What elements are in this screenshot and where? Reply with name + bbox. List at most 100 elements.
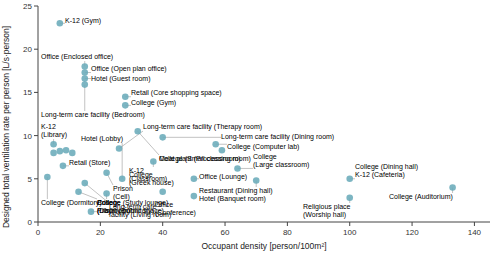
leader-line <box>163 137 221 138</box>
point <box>449 184 456 191</box>
annotation: Office (Lounge) <box>199 173 247 181</box>
annotation: Long-term care facility (Therapy room) <box>143 123 262 131</box>
x-tick-label: 80 <box>283 228 292 237</box>
annotation: Long-term care facility (Bedroom) <box>41 111 145 119</box>
point <box>81 180 88 187</box>
annotation-line: Long-term care facility (Bedroom) <box>41 111 145 119</box>
point <box>346 195 353 202</box>
annotation-line: College (Small classroom) <box>159 155 241 163</box>
y-axis-label: Designed total ventilation rate per pers… <box>1 26 11 228</box>
x-tick-label: 60 <box>221 228 230 237</box>
annotation-line: K-12 <box>41 123 56 130</box>
point <box>119 176 126 183</box>
annotation: College (Dormitory) <box>41 199 102 207</box>
y-tick <box>34 178 38 179</box>
x-tick-label: 100 <box>343 228 357 237</box>
point <box>81 69 88 76</box>
point <box>122 102 129 109</box>
annotation: College(Library public space) <box>97 199 164 215</box>
point <box>81 75 88 82</box>
point <box>346 176 353 183</box>
annotation: K-12(Library) <box>41 123 67 139</box>
annotation-line: Hotel (Guest room) <box>91 75 151 83</box>
y-tick <box>34 49 38 50</box>
annotation-line: (Large classroom) <box>253 161 309 169</box>
y-tick-label: 0 <box>28 218 33 227</box>
y-axis-line <box>38 6 39 222</box>
y-tick-label: 25 <box>23 2 32 11</box>
annotation-line: Retail (Core shopping space) <box>131 89 222 97</box>
annotation: College (Auditorium) <box>389 193 453 201</box>
point <box>150 158 157 165</box>
annotation: College(Greek house) <box>129 171 174 187</box>
x-tick <box>100 222 101 226</box>
annotation: College (Gym) <box>131 99 176 107</box>
point <box>81 63 88 70</box>
annotation-line: Restaurant (Dining hall) <box>199 187 273 195</box>
annotation-line: College (Dining hall) <box>355 163 418 171</box>
annotation: College(Large classroom) <box>253 153 309 169</box>
annotation-line: K-12 (Gym) <box>65 17 101 25</box>
x-tick <box>225 222 226 226</box>
annotation-line: (Library public space) <box>97 207 164 215</box>
annotation-line: Retail (Store) <box>69 159 110 167</box>
annotation-line: Prison <box>113 185 133 192</box>
annotation-line: Meat plant (Processing room) <box>159 155 251 163</box>
point <box>122 93 129 100</box>
y-tick-label: 10 <box>23 132 32 141</box>
annotation-line: College <box>253 153 277 161</box>
chart: 0204060801001201400510152025Occupant den… <box>0 0 500 254</box>
x-tick <box>474 222 475 226</box>
leader-line <box>84 85 85 111</box>
point <box>63 147 70 154</box>
annotation-line: College (Auditorium) <box>389 193 453 201</box>
x-tick-label: 20 <box>96 228 105 237</box>
x-tick <box>412 222 413 226</box>
annotation: College (Computer lab) <box>227 143 299 151</box>
annotation: Hotel (Guest room) <box>91 75 151 83</box>
y-tick <box>34 222 38 223</box>
y-tick <box>34 135 38 136</box>
annotation: Office (Open plan office) <box>91 65 167 73</box>
y-tick-label: 5 <box>28 175 33 184</box>
annotation-line: College (Computer lab) <box>227 143 299 151</box>
annotation-line: College (Gym) <box>131 99 176 107</box>
x-axis-line <box>38 222 490 223</box>
annotation-line: College <box>97 199 121 207</box>
point <box>57 148 64 155</box>
annotation-line: Religious place <box>303 203 351 211</box>
x-tick <box>287 222 288 226</box>
point <box>191 193 198 200</box>
annotation-line: Office (Open plan office) <box>91 65 167 73</box>
x-tick <box>162 222 163 226</box>
x-tick-label: 120 <box>405 228 419 237</box>
annotation-line: Hotel (Lobby) <box>81 135 123 143</box>
point <box>69 150 76 157</box>
annotations: K-12 (Gym) Office (Enclosed office) Office… <box>41 17 453 219</box>
point <box>159 134 166 141</box>
point <box>75 188 82 195</box>
point <box>234 165 241 172</box>
annotation: Meat plant (Processing room) <box>159 155 251 163</box>
x-tick-label: 0 <box>36 228 41 237</box>
annotation-line: Office (Lounge) <box>199 173 247 181</box>
y-tick-label: 15 <box>23 88 32 97</box>
y-tick <box>34 6 38 7</box>
point <box>81 81 88 88</box>
point <box>44 174 51 181</box>
annotation: Office (Enclosed office) <box>41 53 113 61</box>
point <box>191 176 198 183</box>
annotation: College (Dining hall)K-12 (Cafeteria) <box>355 163 418 179</box>
point <box>116 145 123 152</box>
annotation: Retail (Store) <box>69 159 110 167</box>
y-tick-label: 20 <box>23 45 32 54</box>
annotation-line: Office (Enclosed office) <box>41 53 113 61</box>
y-tick <box>34 92 38 93</box>
annotation-line: Long-term care facility (Therapy room) <box>143 123 262 131</box>
point <box>57 20 64 27</box>
axes: 0204060801001201400510152025Occupant den… <box>1 2 490 251</box>
annotation: Restaurant (Dining hall)Hotel (Banquet r… <box>199 187 273 203</box>
annotation-line: (Worship hall) <box>303 211 346 219</box>
point <box>88 208 95 215</box>
point <box>212 141 219 148</box>
